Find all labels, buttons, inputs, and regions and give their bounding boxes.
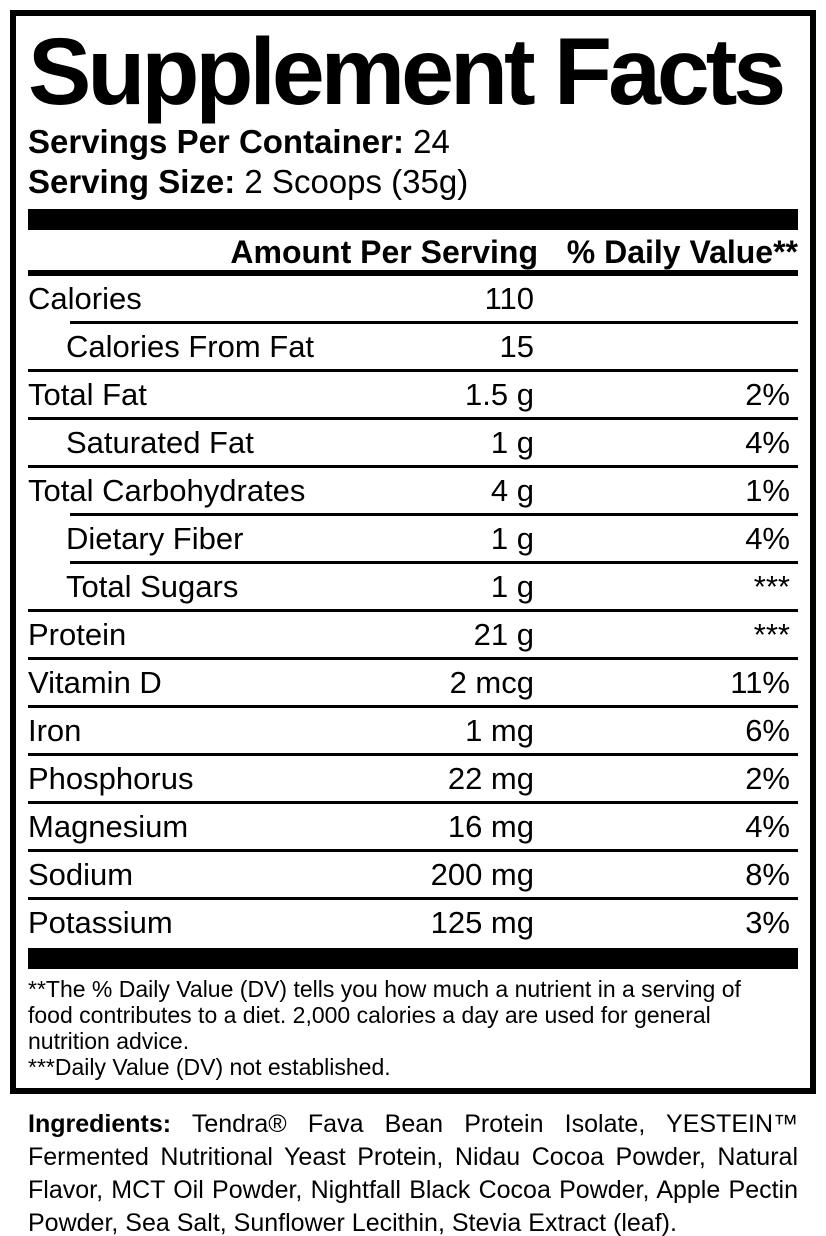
nutrient-row: Total Carbohydrates 4 g 1% [28,468,798,516]
nutrient-row: Potassium 125 mg 3% [28,900,798,948]
nutrient-dv: 2% [745,761,790,796]
ingredients-paragraph: Ingredients: Tendra® Fava Bean Protein I… [28,1108,798,1236]
nutrient-name: Total Sugars [66,569,239,604]
nutrient-row: Protein 21 g *** [28,612,798,660]
row-separator [70,321,798,324]
daily-value-footnote: **The % Daily Value (DV) tells you how m… [28,969,798,1088]
nutrient-dv: *** [753,617,790,652]
footnote-line: **The % Daily Value (DV) tells you how m… [28,976,741,1002]
footnote-line: nutrition advice. [28,1028,190,1054]
nutrient-row: Dietary Fiber 1 g 4% [28,516,798,564]
nutrient-row: Calories From Fat 15 [28,324,798,372]
nutrient-row: Total Fat 1.5 g 2% [28,372,798,420]
nutrient-amount: 200 mg [430,857,534,892]
servings-per-container: Servings Per Container: 24 [28,122,798,162]
amount-column-header: Amount Per Serving [230,234,538,270]
row-separator [28,657,798,660]
nutrient-name: Calories From Fat [66,329,315,364]
nutrient-amount: 4 g [490,473,534,508]
nutrient-name: Calories [28,281,142,316]
nutrient-row: Saturated Fat 1 g 4% [28,420,798,468]
nutrient-name: Saturated Fat [66,425,254,460]
nutrient-amount: 1.5 g [465,377,534,412]
row-separator [28,705,798,708]
nutrient-amount: 2 mcg [449,665,534,700]
row-separator [28,417,798,420]
footnote-line: ***Daily Value (DV) not established. [28,1054,391,1080]
dv-column-header: % Daily Value** [566,234,798,270]
nutrient-amount: 1 g [490,425,534,460]
nutrient-name: Total Fat [28,377,147,412]
nutrient-row: Sodium 200 mg 8% [28,852,798,900]
nutrient-amount: 1 g [490,569,534,604]
nutrient-dv: 6% [745,713,790,748]
divider-bar-bottom [28,948,798,969]
serving-size: Serving Size: 2 Scoops (35g) [28,162,798,202]
servings-per-container-value: 24 [413,123,450,160]
panel-title: Supplement Facts [28,19,786,125]
nutrient-dv: *** [753,569,790,604]
nutrient-dv: 11% [730,665,790,700]
nutrient-row: Calories 110 [28,276,798,324]
supplement-facts-panel: Supplement Facts Servings Per Container:… [10,10,816,1094]
nutrient-name: Magnesium [28,809,189,844]
row-separator [28,609,798,612]
row-separator [28,849,798,852]
nutrient-amount: 125 mg [430,905,534,940]
row-separator [28,801,798,804]
nutrient-amount: 16 mg [447,809,534,844]
nutrient-amount: 15 [499,329,534,364]
divider-bar-top [28,209,798,230]
nutrient-row: Iron 1 mg 6% [28,708,798,756]
nutrient-dv: 4% [745,425,790,460]
nutrient-name: Phosphorus [28,761,194,796]
nutrient-name: Iron [28,713,82,748]
nutrient-name: Protein [28,617,127,652]
nutrient-dv: 4% [745,521,790,556]
serving-size-label: Serving Size: [28,163,236,200]
nutrient-amount: 110 [484,281,534,316]
ingredients-text: Tendra® Fava Bean Protein Isolate, YESTE… [28,1110,798,1236]
nutrient-amount: 21 g [473,617,534,652]
ingredients-label: Ingredients: [28,1110,172,1138]
nutrient-table: Calories 110 Calories From Fat 15 Total … [28,276,798,948]
row-separator [70,561,798,564]
table-column-header: Amount Per Serving % Daily Value** [28,230,798,276]
servings-per-container-label: Servings Per Container: [28,123,404,160]
nutrient-name: Potassium [28,905,173,940]
nutrient-name: Total Carbohydrates [28,473,306,508]
nutrient-row: Total Sugars 1 g *** [28,564,798,612]
nutrient-row: Phosphorus 22 mg 2% [28,756,798,804]
row-separator [28,465,798,468]
nutrient-row: Magnesium 16 mg 4% [28,804,798,852]
nutrient-dv: 1% [745,473,790,508]
nutrient-name: Sodium [28,857,134,892]
serving-size-value: 2 Scoops (35g) [244,163,469,200]
nutrient-dv: 4% [745,809,790,844]
nutrient-amount: 22 mg [447,761,534,796]
nutrient-dv: 8% [745,857,790,892]
nutrient-dv: 2% [745,377,790,412]
footnote-line: food contributes to a diet. 2,000 calori… [28,1002,711,1028]
serving-info: Servings Per Container: 24 Serving Size:… [28,122,798,202]
row-separator [70,513,798,516]
row-separator [28,369,798,372]
nutrient-amount: 1 g [490,521,534,556]
nutrient-dv: 3% [745,905,790,940]
nutrient-row: Vitamin D 2 mcg 11% [28,660,798,708]
nutrient-name: Vitamin D [28,665,162,700]
nutrient-name: Dietary Fiber [66,521,244,556]
nutrient-amount: 1 mg [465,713,534,748]
row-separator [28,753,798,756]
row-separator [28,897,798,900]
